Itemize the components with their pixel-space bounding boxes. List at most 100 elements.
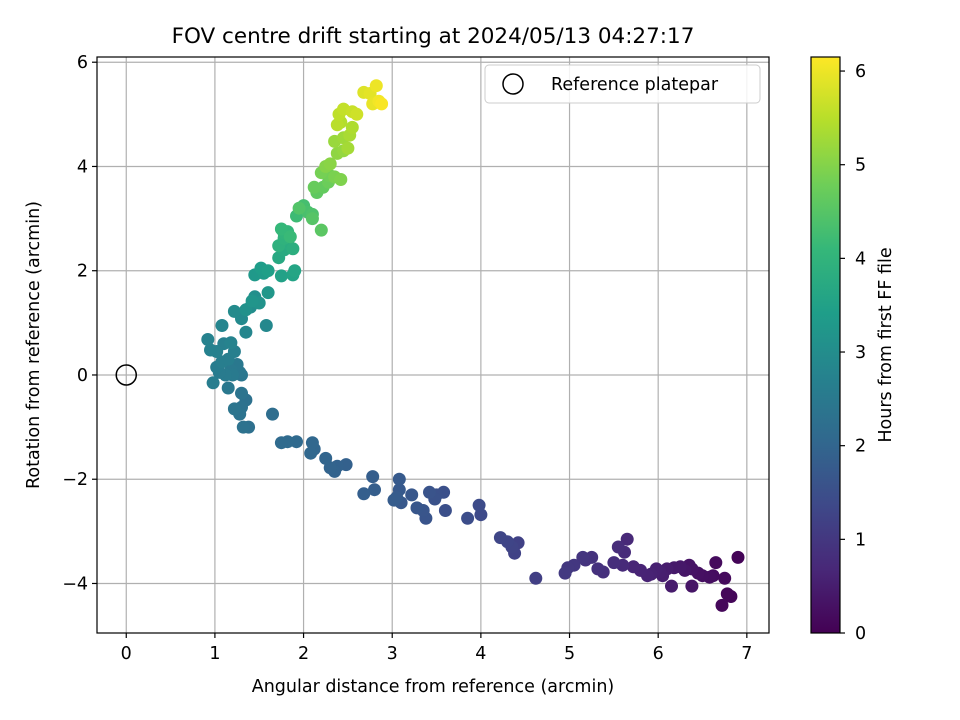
colorbar-tick-label: 2 [855, 437, 866, 457]
data-point [221, 381, 235, 395]
x-tick-label: 4 [475, 644, 486, 664]
data-point [314, 223, 328, 237]
reference-marker [115, 364, 138, 386]
y-tick-label: −4 [62, 574, 88, 594]
data-point [357, 487, 371, 501]
data-point [341, 141, 355, 155]
legend-box [484, 64, 761, 104]
data-point [720, 587, 734, 601]
y-tick-label: 2 [77, 262, 88, 282]
data-point [305, 212, 319, 226]
data-point [266, 407, 279, 421]
data-point [620, 532, 634, 546]
data-point [715, 598, 729, 612]
data-point [288, 264, 302, 278]
data-point [259, 319, 273, 332]
colorbar-tick-label: 5 [855, 156, 866, 176]
data-point [529, 571, 543, 585]
data-point [334, 173, 348, 186]
data-point [206, 376, 220, 390]
data-point [665, 579, 678, 593]
chart-title: FOV centre drift starting at 2024/05/13 … [172, 24, 695, 49]
plot-frame [96, 56, 770, 634]
x-axis-ticks: 0 1 2 3 4 5 6 7 [121, 633, 752, 664]
data-point [286, 242, 300, 256]
data-point [350, 107, 364, 121]
data-point [591, 562, 605, 576]
data-point [227, 402, 241, 416]
data-point [215, 319, 229, 332]
colorbar-tick-label: 0 [855, 624, 866, 644]
data-point [307, 180, 321, 194]
y-axis-label: Rotation from reference (arcmin) [24, 201, 44, 489]
grid-lines [97, 57, 769, 633]
data-point [607, 556, 621, 570]
data-point [576, 550, 590, 564]
x-tick-label: 6 [653, 644, 664, 664]
data-point [239, 325, 253, 339]
data-point [438, 504, 452, 517]
data-point [718, 571, 732, 585]
legend: Reference platepar [484, 64, 761, 104]
data-point [558, 566, 572, 580]
y-axis-ticks: −4 −2 0 2 4 6 [62, 53, 97, 594]
data-point [366, 470, 380, 484]
data-point [236, 420, 250, 434]
y-tick-label: −2 [62, 470, 88, 490]
colorbar-tick-label: 3 [855, 343, 866, 363]
x-tick-label: 7 [741, 644, 752, 664]
x-tick-label: 3 [387, 644, 398, 664]
data-point [709, 556, 723, 570]
data-point [204, 343, 217, 357]
legend-entry-label: Reference platepar [551, 75, 719, 95]
data-point [405, 488, 419, 502]
data-point [345, 120, 359, 134]
x-tick-label: 2 [298, 644, 309, 664]
y-tick-label: 4 [77, 157, 88, 177]
x-tick-label: 1 [209, 644, 220, 664]
colorbar-tick-label: 6 [855, 62, 866, 82]
data-point [410, 501, 424, 515]
colorbar: 0 1 2 3 4 5 6 Hours from first FF file [810, 56, 896, 644]
data-point [319, 451, 333, 465]
data-point [731, 550, 745, 564]
data-point [274, 269, 288, 283]
data-point [323, 157, 337, 171]
data-point [368, 483, 381, 497]
points-layer [201, 79, 745, 612]
data-point [235, 386, 248, 400]
data-point [201, 333, 215, 346]
data-point [375, 97, 389, 111]
data-point [304, 446, 318, 460]
data-point [274, 222, 288, 236]
y-tick-label: 0 [77, 366, 88, 386]
data-point [423, 485, 436, 499]
data-point [685, 579, 699, 593]
colorbar-ticks: 0 1 2 3 4 5 6 [840, 62, 866, 644]
data-point [261, 264, 275, 278]
data-point [611, 540, 625, 554]
colorbar-gradient [810, 56, 841, 634]
data-point [392, 472, 406, 486]
data-point [292, 201, 306, 215]
plot-area: 0 1 2 3 4 5 6 7 −4 −2 0 2 4 6 [62, 53, 770, 664]
data-point [626, 560, 640, 574]
x-tick-label: 0 [121, 644, 132, 664]
data-point [387, 493, 401, 507]
legend-open-circle-icon [502, 73, 524, 95]
x-axis-label: Angular distance from reference (arcmin) [252, 677, 615, 697]
data-point [227, 304, 241, 318]
colorbar-tick-label: 1 [855, 530, 866, 550]
data-point [283, 230, 297, 244]
data-point [369, 79, 383, 93]
data-point [224, 336, 238, 350]
x-tick-label: 5 [564, 644, 575, 664]
colorbar-label: Hours from first FF file [876, 247, 896, 442]
plot-background [97, 57, 769, 633]
data-point [245, 294, 259, 308]
data-point [305, 436, 319, 450]
data-point [461, 511, 475, 525]
data-point [472, 498, 486, 512]
data-point [493, 531, 507, 545]
